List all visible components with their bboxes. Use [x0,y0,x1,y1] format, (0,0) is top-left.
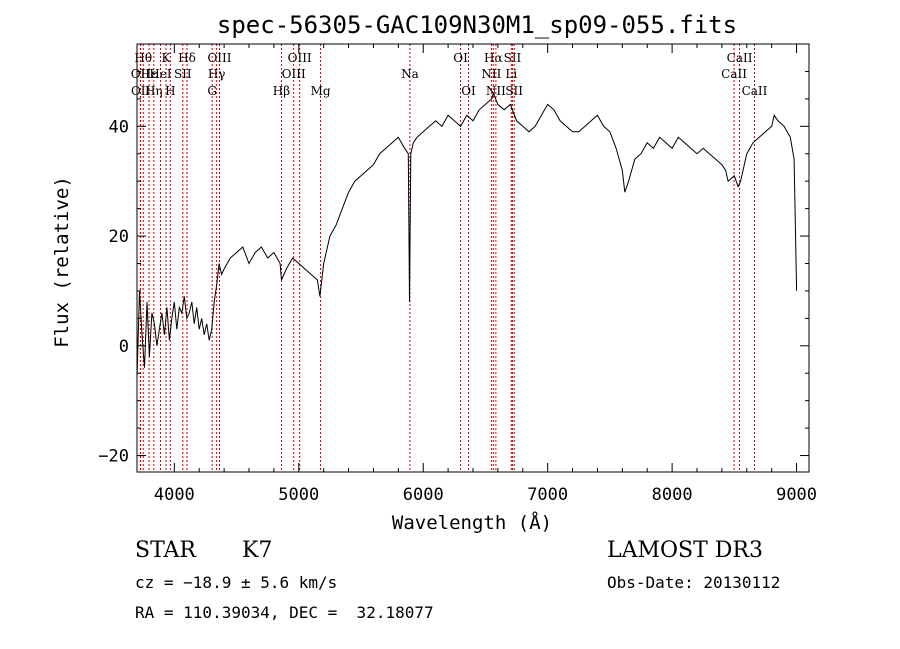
marker-label-4: Hη [145,84,163,98]
marker-label-8: SII [174,67,192,81]
marker-label-24: Li [505,67,517,81]
marker-label-27: CaII [721,67,747,81]
marker-label-21: NII [481,67,501,81]
marker-label-0: Hθ [134,51,152,65]
spectrum-series-line [136,91,798,379]
marker-label-7: H [165,84,175,98]
marker-label-9: Hδ [178,51,196,65]
x-tick-label-9000: 9000 [776,485,817,505]
chart-title: spec-56305-GAC109N30M1_sp09-055.fits [217,11,737,39]
marker-label-10: OIII [207,51,231,65]
marker-label-16: Mg [311,84,331,98]
x-tick-label-5000: 5000 [278,485,319,505]
x-tick-label-4000: 4000 [154,485,195,505]
marker-label-2: OII [131,84,151,98]
marker-label-26: CaII [727,51,753,65]
marker-label-20: Hα [484,51,503,65]
survey-label: LAMOST DR3 [607,538,763,563]
coordinates-line: RA = 110.39034, DEC = 32.18077 [135,603,434,622]
marker-label-5: K [162,51,172,65]
x-tick-label-7000: 7000 [527,485,568,505]
class-label: STAR [135,538,196,563]
marker-label-6: HeI [149,67,172,81]
marker-label-22: NII [486,84,506,98]
marker-label-23: SII [504,51,522,65]
marker-label-25: SII [505,84,523,98]
marker-label-14: OIII [288,51,312,65]
x-tick-label-6000: 6000 [403,485,444,505]
redshift-line: cz = −18.9 ± 5.6 km/s [135,573,338,592]
x-axis: 4000 5000 6000 7000 8000 9000 [154,44,817,505]
marker-label-17: Na [401,67,419,81]
marker-label-28: CaII [742,84,768,98]
marker-label-19: OI [461,84,476,98]
y-axis-label: Flux (relative) [51,176,73,348]
marker-label-15: OIII [282,67,306,81]
marker-label-18: OI [453,51,468,65]
y-tick-label-0: 0 [119,337,129,357]
obs-date-line: Obs-Date: 20130112 [607,573,781,592]
x-tick-label-8000: 8000 [652,485,693,505]
marker-label-12: G [207,84,217,98]
plot-frame [136,43,810,473]
y-axis: −20 0 20 40 [98,70,809,467]
marker-label-3: Hε [141,67,158,81]
marker-label-13: Hβ [273,84,290,98]
subclass-label: K7 [242,538,273,563]
x-axis-label: Wavelength (Å) [392,511,552,534]
y-tick-label-20: 20 [109,227,129,247]
marker-label-11: Hγ [208,67,226,81]
y-tick-label-40: 40 [109,117,129,137]
y-tick-label--20: −20 [98,447,129,467]
